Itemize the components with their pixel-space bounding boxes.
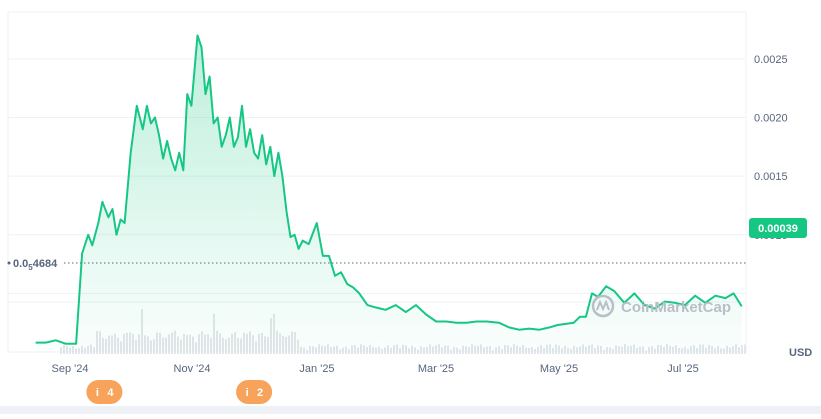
volume-bar xyxy=(744,344,746,354)
volume-bar xyxy=(645,350,647,354)
currency-label: USD xyxy=(789,347,812,359)
price-area xyxy=(35,34,743,353)
x-axis: Sep '24 Nov '24 Jan '25 Mar '25 May '25 Jul '… xyxy=(52,363,699,375)
event-marker-count: 4 xyxy=(107,387,114,399)
info-icon: i xyxy=(246,387,249,399)
current-price-badge: 0.00039 xyxy=(749,218,807,238)
y-tick-label: 0.0015 xyxy=(754,171,788,183)
volume-bar xyxy=(741,345,743,354)
event-marker-count: 2 xyxy=(257,387,263,399)
x-tick-label: Jan '25 xyxy=(299,363,334,375)
event-marker-pill[interactable] xyxy=(86,380,123,404)
price-line xyxy=(35,34,743,345)
min-price-text: 0.054684 xyxy=(13,258,58,272)
current-price-label: 0.00039 xyxy=(758,223,798,235)
bottom-strip xyxy=(0,406,821,414)
y-tick-label: 0.0020 xyxy=(754,113,788,125)
x-tick-label: Mar '25 xyxy=(418,363,454,375)
volume-bar xyxy=(492,350,494,354)
info-icon: i xyxy=(96,387,99,399)
x-tick-label: Sep '24 xyxy=(52,363,89,375)
watermark-text: CoinMarketCap xyxy=(621,299,731,316)
x-tick-label: Nov '24 xyxy=(174,363,211,375)
event-marker-pill[interactable] xyxy=(236,380,273,404)
y-tick-label: 0.0025 xyxy=(754,54,788,66)
coinmarketcap-logo-icon xyxy=(591,294,615,318)
coinmarketcap-watermark: CoinMarketCap xyxy=(591,294,731,318)
x-tick-label: Jul '25 xyxy=(667,363,698,375)
min-price-label: 0.054684 xyxy=(7,258,58,272)
x-tick-label: May '25 xyxy=(540,363,578,375)
